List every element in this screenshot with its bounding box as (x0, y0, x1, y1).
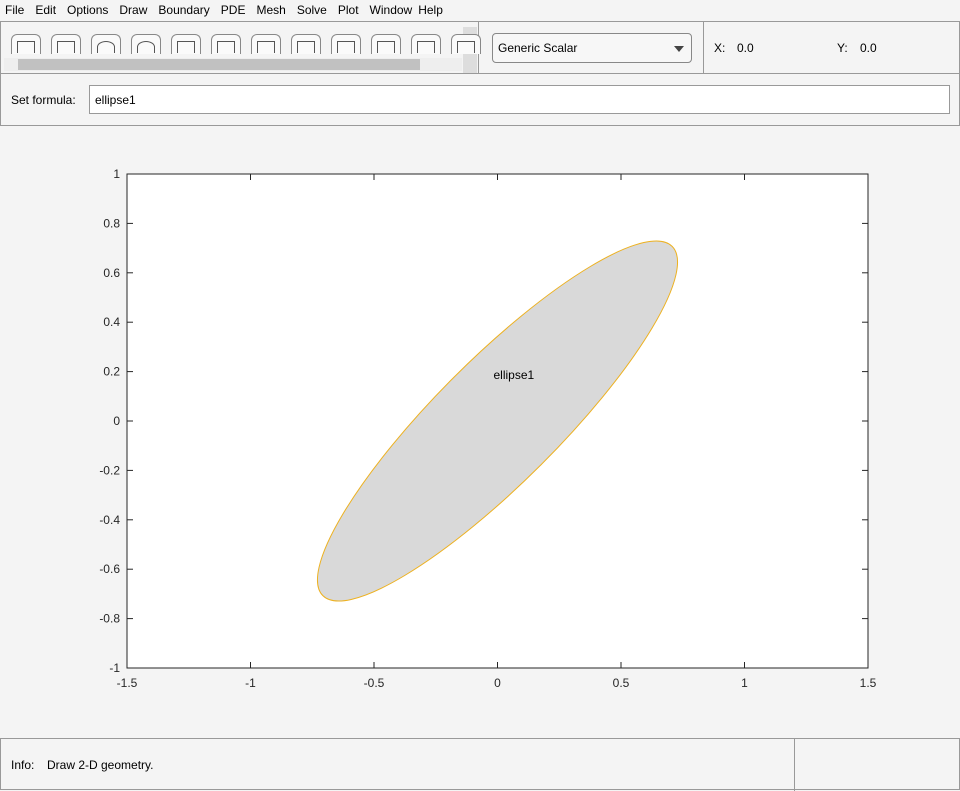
solve-pde-icon[interactable] (371, 34, 401, 54)
y-tick-label: -0.8 (99, 612, 120, 626)
info-label: Info: (11, 758, 35, 772)
rectangle-corner-icon[interactable] (11, 34, 41, 54)
pde-spec-icon[interactable] (251, 34, 281, 54)
ellipse-center-icon[interactable] (131, 34, 161, 54)
menu-file[interactable]: File (5, 3, 25, 17)
y-tick-label: -1 (109, 661, 120, 675)
chevron-down-icon (674, 46, 684, 52)
menu-edit[interactable]: Edit (35, 3, 57, 17)
menu-window[interactable]: Window (369, 3, 413, 17)
info-text: Draw 2-D geometry. (47, 758, 154, 772)
menu-bar: File Edit Options Draw Boundary PDE Mesh… (0, 0, 960, 20)
ellipse-corner-icon[interactable] (91, 34, 121, 54)
ellipse1-shape[interactable] (279, 203, 716, 640)
x-tick-label: 0.5 (613, 676, 630, 690)
refine-mesh-icon[interactable] (331, 34, 361, 54)
y-tick-label: 0.6 (103, 266, 120, 280)
y-tick-label: 0.8 (103, 216, 120, 230)
polygon-icon[interactable] (171, 34, 201, 54)
status-right-panel (794, 739, 960, 791)
toolbar: Generic Scalar X: 0.0 Y: 0.0 (0, 21, 960, 74)
menu-draw[interactable]: Draw (119, 3, 148, 17)
y-tick-label: 0.4 (103, 315, 120, 329)
scroll-thumb[interactable] (18, 59, 420, 70)
y-tick-label: 0.2 (103, 365, 120, 379)
formula-label: Set formula: (11, 93, 76, 107)
menu-options[interactable]: Options (67, 3, 109, 17)
formula-bar: Set formula: (0, 74, 960, 126)
x-tick-label: -0.5 (364, 676, 385, 690)
menu-plot[interactable]: Plot (337, 3, 359, 17)
x-tick-label: -1 (245, 676, 256, 690)
horizontal-scrollbar[interactable] (4, 58, 462, 71)
toolbar-icons (1, 22, 481, 73)
zoom-icon[interactable] (451, 34, 481, 54)
y-tick-label: -0.6 (99, 562, 120, 576)
x-tick-label: 1 (741, 676, 748, 690)
y-tick-label: 0 (113, 414, 120, 428)
plot-solution-icon[interactable] (411, 34, 441, 54)
application-select[interactable]: Generic Scalar (492, 33, 692, 63)
menu-pde[interactable]: PDE (220, 3, 246, 17)
formula-input[interactable] (89, 85, 950, 114)
x-tick-label: -1.5 (117, 676, 138, 690)
x-tick-label: 0 (494, 676, 501, 690)
coordinates-panel: X: 0.0 Y: 0.0 (703, 22, 959, 73)
application-select-value: Generic Scalar (498, 41, 578, 55)
menu-solve[interactable]: Solve (296, 3, 327, 17)
x-label: X: (714, 41, 726, 55)
menu-boundary[interactable]: Boundary (158, 3, 210, 17)
x-value: 0.0 (737, 41, 754, 55)
y-tick-label: -0.4 (99, 513, 120, 527)
init-mesh-icon[interactable] (291, 34, 321, 54)
menu-mesh[interactable]: Mesh (256, 3, 286, 17)
y-label: Y: (837, 41, 848, 55)
rectangle-center-icon[interactable] (51, 34, 81, 54)
y-value: 0.0 (860, 41, 877, 55)
plot-axes[interactable]: -1.5 -1 -0.5 0 0.5 1 1.510.80.60.40.20-0.2-0.4… (0, 126, 960, 736)
menu-help[interactable]: Help (418, 3, 443, 17)
y-tick-label: 1 (113, 167, 120, 181)
status-bar: Info: Draw 2-D geometry. (0, 738, 960, 791)
shape-label: ellipse1 (494, 368, 535, 382)
y-tick-label: -0.2 (99, 463, 120, 477)
boundary-mode-icon[interactable] (211, 34, 241, 54)
x-tick-label: 1.5 (860, 676, 877, 690)
